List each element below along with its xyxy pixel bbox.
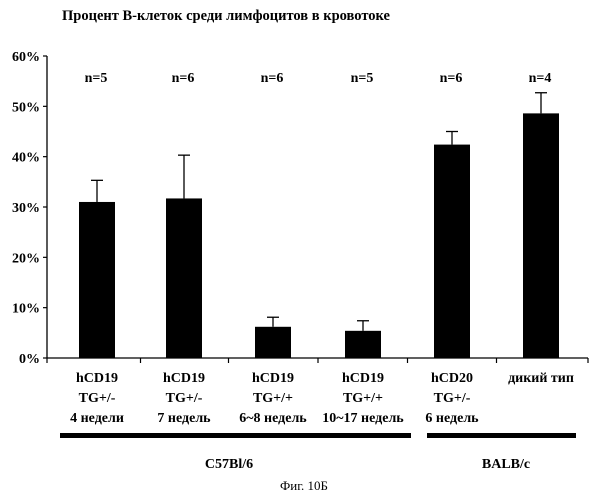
category-label: 4 недели bbox=[70, 411, 124, 426]
bar bbox=[345, 331, 381, 358]
bar bbox=[255, 327, 291, 358]
bars-layer bbox=[79, 93, 559, 358]
category-labels-layer: hCD19 TG+/- 4 недели hCD19 TG+/- 7 недель hCD1… bbox=[70, 371, 574, 426]
n-labels-layer: n=5 n=6 n=6 n=5 n=6 n=4 bbox=[85, 71, 552, 86]
y-tick-label: 10% bbox=[12, 302, 40, 317]
category-label: hCD19 bbox=[76, 371, 118, 386]
y-tick-label: 60% bbox=[12, 50, 40, 65]
n-label: n=6 bbox=[261, 71, 284, 86]
category-label: hCD19 bbox=[163, 371, 205, 386]
figure-caption: Фиг. 10Б bbox=[280, 478, 328, 493]
y-tick-label: 20% bbox=[12, 251, 40, 266]
category-label: дикий тип bbox=[508, 371, 574, 386]
n-label: n=6 bbox=[172, 71, 195, 86]
groups-layer: C57Bl/6 BALB/c bbox=[60, 433, 576, 472]
category-label: hCD19 bbox=[252, 371, 294, 386]
category-label: 6~8 недель bbox=[239, 411, 307, 426]
category-label: 7 недель bbox=[157, 411, 211, 426]
chart-title: Процент B-клеток среди лимфоцитов в кров… bbox=[62, 8, 390, 24]
n-label: n=5 bbox=[85, 71, 108, 86]
category-label: 10~17 недель bbox=[322, 411, 404, 426]
bar bbox=[79, 202, 115, 358]
n-label: n=4 bbox=[529, 71, 552, 86]
category-label: TG+/- bbox=[79, 391, 116, 406]
category-label: 6 недель bbox=[425, 411, 479, 426]
n-label: n=6 bbox=[440, 71, 463, 86]
y-tick-label: 40% bbox=[12, 151, 40, 166]
category-label: hCD20 bbox=[431, 371, 473, 386]
category-label: TG+/- bbox=[434, 391, 471, 406]
group-label: C57Bl/6 bbox=[205, 457, 253, 472]
y-tick-label: 0% bbox=[19, 352, 40, 367]
n-label: n=5 bbox=[351, 71, 374, 86]
group-bracket bbox=[427, 433, 576, 438]
bar bbox=[166, 198, 202, 358]
bar bbox=[523, 113, 559, 358]
y-tick-label: 30% bbox=[12, 201, 40, 216]
group-label: BALB/c bbox=[482, 457, 530, 472]
category-label: TG+/+ bbox=[253, 391, 293, 406]
group-bracket bbox=[60, 433, 411, 438]
category-label: TG+/- bbox=[166, 391, 203, 406]
category-label: TG+/+ bbox=[343, 391, 383, 406]
category-label: hCD19 bbox=[342, 371, 384, 386]
bar bbox=[434, 145, 470, 358]
y-tick-label: 50% bbox=[12, 100, 40, 115]
